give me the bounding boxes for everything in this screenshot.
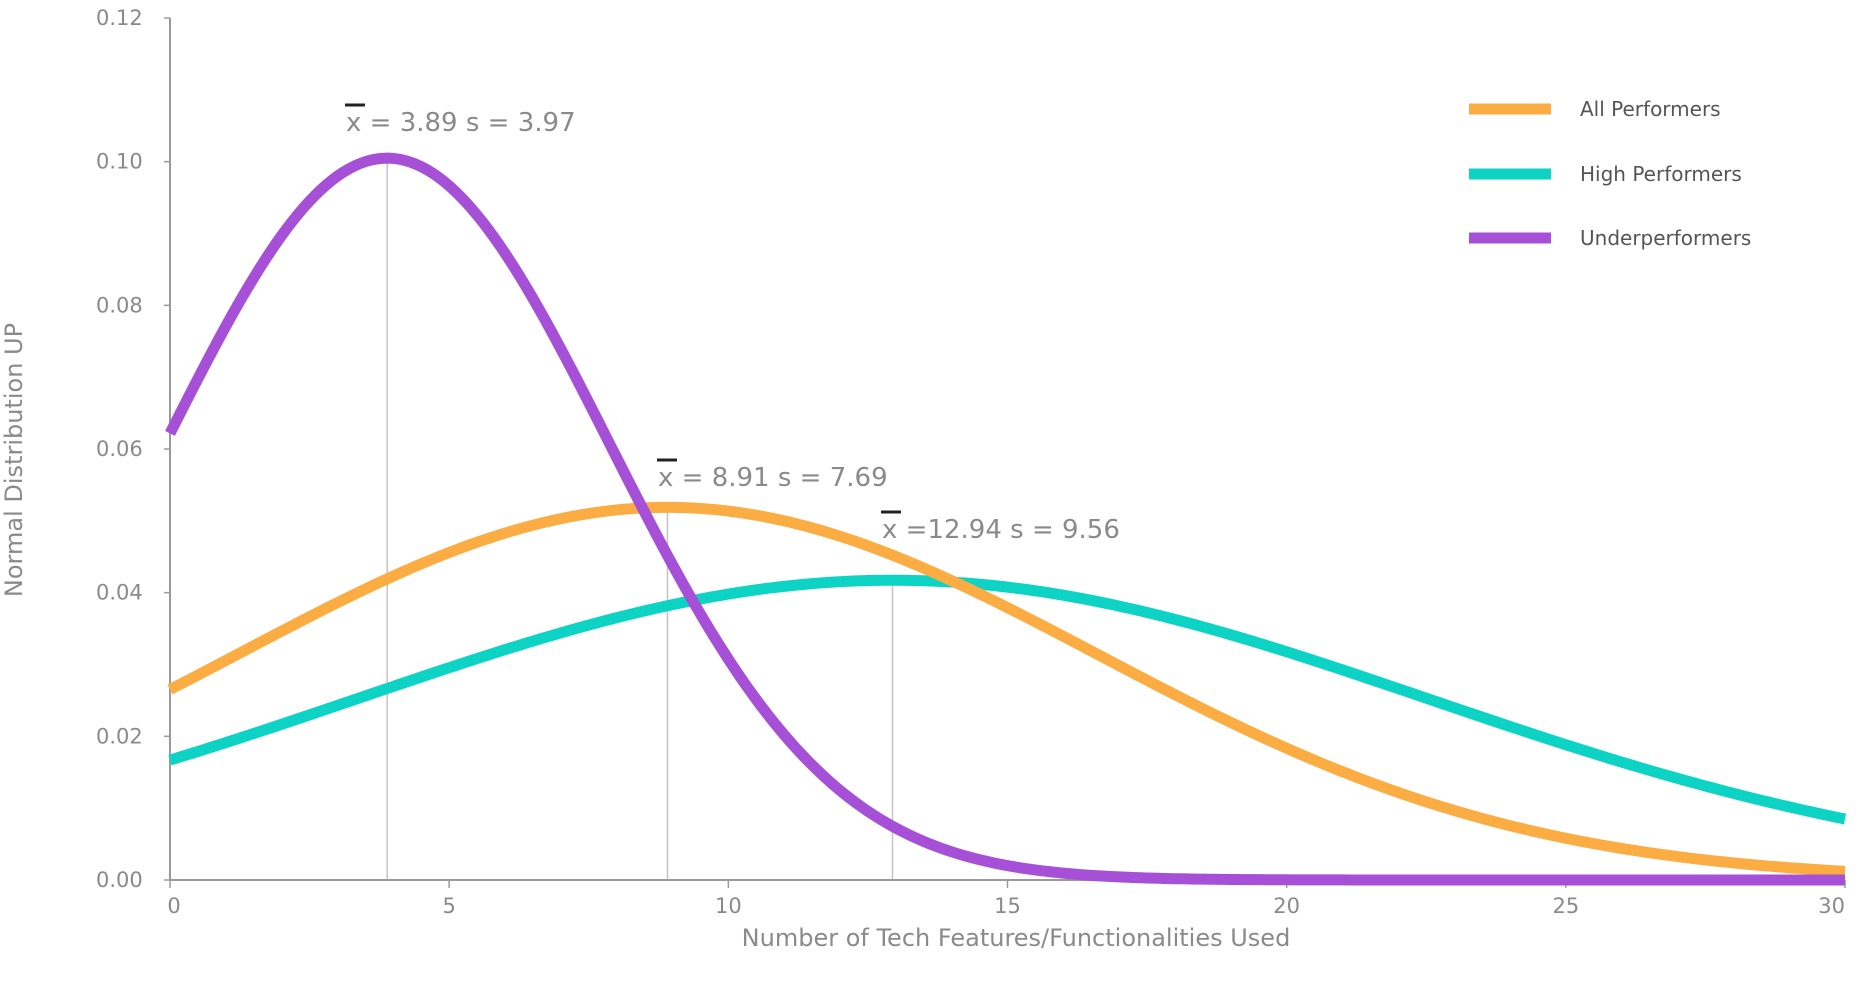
y-tick-label: 0.08: [96, 293, 143, 317]
annotations: x = 8.91 s = 7.69x =12.94 s = 9.56x = 3.…: [345, 103, 1120, 545]
legend-label: High Performers: [1580, 162, 1742, 186]
legend: All Performers High Performers Underperfor…: [1469, 97, 1751, 250]
mean-sd-values: = 3.89 s = 3.97: [361, 108, 575, 138]
y-tick-label: 0.02: [96, 724, 143, 748]
mean-sd-annotation: x =12.94 s = 9.56: [882, 515, 1120, 545]
y-tick-label: 0.12: [96, 6, 143, 30]
legend-label: Underperformers: [1580, 226, 1751, 250]
y-tick-label: 0.00: [96, 868, 143, 892]
x-tick-label: 15: [994, 894, 1021, 918]
mean-sd-annotation: x = 3.89 s = 3.97: [346, 108, 576, 138]
curves: [165, 152, 1847, 886]
mean-sd-values: =12.94 s = 9.56: [897, 515, 1120, 545]
series-line: [168, 574, 1847, 825]
x-bar-symbol: x: [346, 108, 361, 138]
mean-sd-annotation: x = 8.91 s = 7.69: [658, 463, 888, 493]
y-axis-title: Normal Distribution UP: [0, 323, 28, 597]
x-bar-symbol: x: [658, 463, 673, 493]
x-tick-label: 10: [715, 894, 742, 918]
legend-label: All Performers: [1580, 97, 1721, 121]
x-bar-symbol: x: [882, 515, 897, 545]
x-tick-label: 5: [442, 894, 455, 918]
y-tick-label: 0.06: [96, 437, 143, 461]
x-tick-label: 25: [1552, 894, 1579, 918]
x-tick-label: 0: [167, 894, 180, 918]
x-ticks: 0 5 10 15 20 25 30: [167, 880, 1846, 918]
x-tick-label: 30: [1818, 894, 1845, 918]
series-line: [167, 501, 1846, 877]
y-tick-label: 0.10: [96, 150, 143, 174]
x-axis-title: Number of Tech Features/Functionalities …: [742, 924, 1291, 952]
y-tick-label: 0.04: [96, 581, 143, 605]
mean-sd-values: = 8.91 s = 7.69: [673, 463, 887, 493]
x-tick-label: 20: [1273, 894, 1300, 918]
series-line: [165, 152, 1845, 886]
y-ticks: 0.00 0.02 0.04 0.06 0.08 0.10 0.12: [96, 6, 170, 892]
